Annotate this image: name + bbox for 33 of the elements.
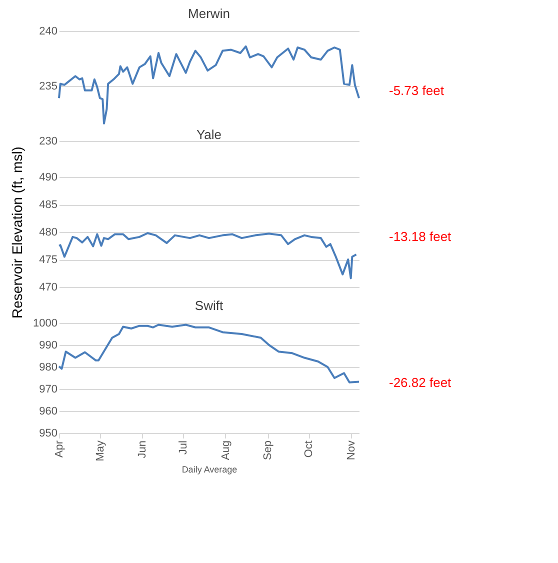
y-tick-label: 235 — [39, 80, 58, 92]
y-tick-label: 980 — [39, 362, 58, 374]
y-tick-label: 490 — [39, 172, 58, 184]
x-axis-title: Daily Average — [182, 464, 238, 474]
text: -5.73 feet — [389, 83, 444, 98]
y-tick-label: 470 — [39, 282, 58, 294]
y-tick-label: 230 — [39, 136, 58, 148]
y-tick-label: 950 — [39, 428, 58, 440]
x-tick-label: Aug — [220, 440, 232, 460]
x-tick-label: Sep — [262, 440, 274, 460]
chart-title: Swift — [194, 298, 224, 313]
y-tick-label: 1000 — [33, 318, 58, 330]
y-tick-label: 960 — [39, 406, 58, 418]
y-axis-title: Reservoir Elevation (ft, msl) — [9, 146, 26, 318]
chart-title: Yale — [196, 127, 222, 142]
text: -13.18 feet — [389, 229, 452, 244]
x-tick-label: Jul — [178, 440, 190, 455]
y-tick-label: 240 — [39, 26, 58, 38]
x-tick-label: Apr — [54, 440, 66, 458]
y-tick-label: 970 — [39, 384, 58, 396]
y-tick-label: 485 — [39, 199, 58, 211]
text: -26.82 feet — [389, 375, 452, 390]
chart-title: Merwin — [188, 6, 230, 21]
y-tick-label: 480 — [39, 226, 58, 238]
x-tick-label: Nov — [345, 440, 358, 460]
line-series — [58, 232, 358, 280]
y-tick-label: 990 — [39, 340, 58, 352]
x-tick-label: Oct — [303, 440, 316, 458]
y-tick-label: 475 — [39, 254, 58, 266]
line-series — [58, 45, 360, 124]
line-series — [58, 324, 360, 384]
x-tick-label: May — [94, 440, 106, 462]
x-tick-label: Jun — [136, 440, 149, 458]
